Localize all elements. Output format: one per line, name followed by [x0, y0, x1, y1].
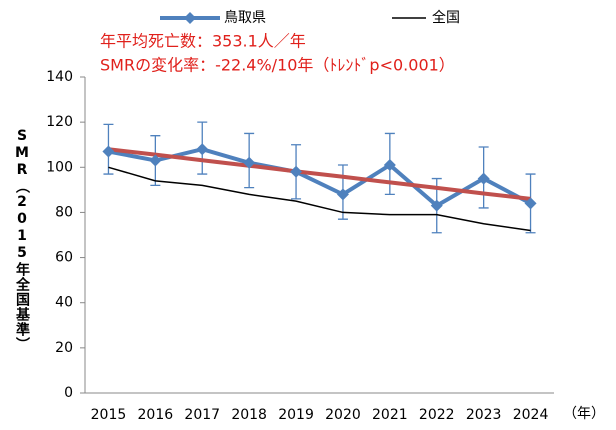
marker — [336, 188, 349, 201]
marker — [102, 145, 115, 158]
x-tick-label: 2022 — [419, 407, 455, 423]
marker — [196, 143, 209, 156]
x-tick-label: 2020 — [325, 407, 361, 423]
marker — [149, 154, 162, 167]
y-tick-label: 80 — [55, 204, 73, 220]
y-tick-label: 140 — [46, 69, 73, 85]
x-tick-label: 2019 — [278, 407, 314, 423]
y-tick-label: 60 — [55, 250, 73, 266]
marker — [243, 156, 256, 169]
x-tick-label: 2021 — [372, 407, 408, 423]
marker — [290, 165, 303, 178]
x-tick-label: 2023 — [466, 407, 502, 423]
x-tick-label: 2016 — [138, 407, 174, 423]
x-axis-label: （年） — [563, 406, 605, 422]
y-tick-label: 20 — [55, 340, 73, 356]
y-tick-label: 120 — [46, 114, 73, 130]
legend-label: 全国 — [432, 9, 460, 26]
marker — [383, 159, 396, 172]
marker — [430, 199, 443, 212]
legend-label: 鳥取県 — [224, 10, 266, 26]
x-tick-label: 2018 — [231, 407, 267, 423]
trend-line — [108, 147, 531, 201]
legend-marker — [184, 12, 196, 24]
y-axis-label: SMR（2015年全国基準） — [14, 128, 31, 352]
y-tick-label: 100 — [46, 159, 73, 175]
x-tick-label: 2017 — [184, 407, 220, 423]
x-tick-label: 2015 — [91, 407, 127, 423]
marker — [477, 172, 490, 185]
marker — [524, 197, 537, 210]
y-tick-label: 0 — [64, 385, 73, 401]
y-tick-label: 40 — [55, 295, 73, 311]
series-line — [108, 166, 531, 232]
annotation: SMRの変化率：-22.4%/10年（ﾄﾚﾝﾄﾞp<0.001） — [100, 56, 455, 75]
x-tick-label: 2024 — [513, 407, 549, 423]
annotation: 年平均死亡数：353.1人／年 — [100, 32, 306, 51]
